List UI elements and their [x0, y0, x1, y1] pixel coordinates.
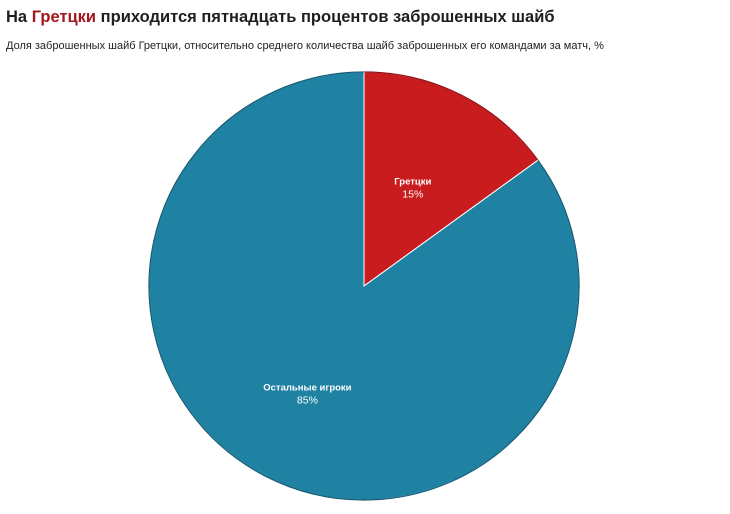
chart-title: На Гретцки приходится пятнадцать процент…: [6, 8, 555, 27]
slice-label-others: Остальные игроки: [263, 383, 351, 394]
title-highlight: Гретцки: [31, 8, 97, 26]
pie-slice-outline-gretzky: [363, 71, 539, 161]
chart-subtitle: Доля заброшенных шайб Гретцки, относител…: [6, 40, 604, 52]
pie-slice-outline-others: [148, 71, 580, 501]
slice-value-gretzky: 15%: [402, 189, 423, 201]
title-prefix: На: [6, 8, 32, 26]
slice-label-gretzky: Гретцки: [394, 177, 431, 188]
title-suffix: приходится пятнадцать процентов заброшен…: [96, 8, 555, 26]
slice-value-others: 85%: [297, 395, 318, 407]
